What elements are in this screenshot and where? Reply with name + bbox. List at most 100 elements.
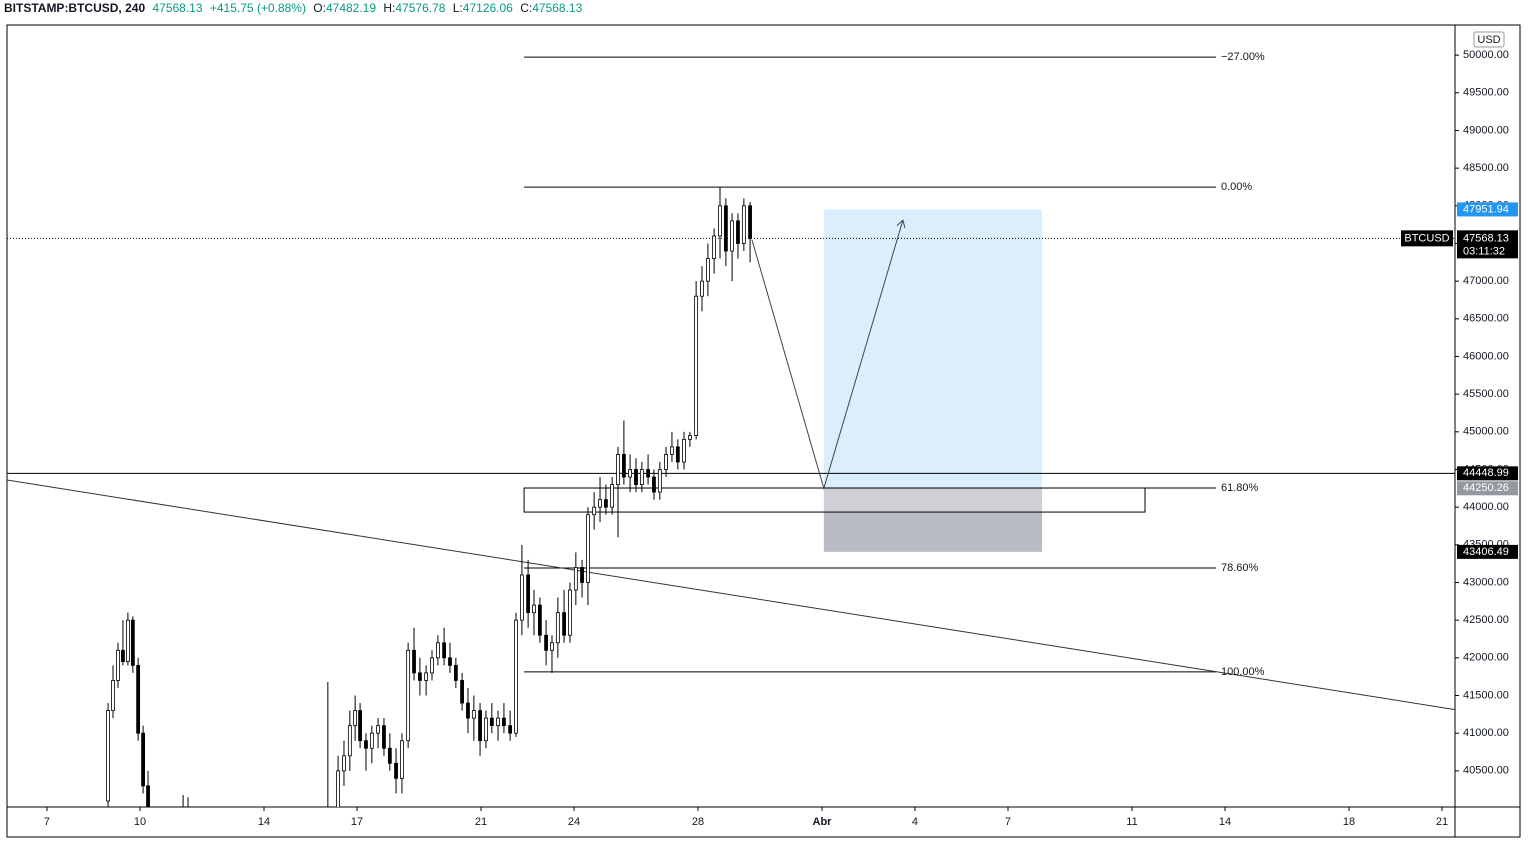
candle-body	[358, 710, 362, 742]
y-tick-label: 42000.00	[1463, 652, 1509, 664]
candle-body	[537, 604, 542, 636]
y-tick-label: 50000.00	[1463, 49, 1509, 61]
x-tick-label: 10	[134, 816, 146, 828]
candle-body	[520, 574, 524, 621]
y-tick-label: 44000.00	[1463, 501, 1509, 513]
x-tick-label: 14	[1219, 816, 1231, 828]
candle-body	[418, 672, 422, 681]
x-tick-label: 28	[692, 816, 704, 828]
candle-body	[718, 205, 722, 237]
zone	[523, 487, 1146, 513]
candle-body	[430, 657, 434, 674]
candle-body	[604, 499, 608, 508]
candle-body	[652, 476, 656, 493]
fib-label: 78.60%	[1221, 562, 1259, 574]
price-badge-label: 47951.94	[1463, 203, 1509, 215]
symbol: BITSTAMP:BTCUSD, 240	[4, 1, 145, 15]
y-tick-label: 45000.00	[1463, 426, 1509, 438]
candle-body	[688, 435, 692, 440]
candle-body	[326, 809, 329, 817]
candle-body	[694, 295, 699, 436]
candle-body	[592, 506, 597, 516]
ohlc-label: H:	[383, 1, 395, 15]
ohlc-value: 47568.13	[532, 1, 582, 15]
x-tick-label: 4	[912, 816, 918, 828]
price-badge-label: 47568.13	[1463, 232, 1509, 244]
ohlc-label: O:	[313, 1, 326, 15]
candle-body	[580, 567, 584, 583]
candle-body	[682, 438, 686, 463]
candle-body	[478, 710, 482, 742]
stop-zone	[823, 488, 1043, 552]
target-zone	[823, 209, 1043, 489]
x-tick-label: 7	[1005, 816, 1011, 828]
candle-body	[502, 717, 506, 727]
plot	[7, 56, 1455, 824]
price-badge	[1457, 466, 1518, 481]
price-badge	[1457, 230, 1518, 259]
x-tick-label: 14	[258, 816, 270, 828]
candle-body	[369, 732, 374, 749]
candle-body	[471, 710, 476, 719]
candle-body	[466, 702, 470, 719]
candle-body	[664, 454, 668, 470]
y-tick-label: 48500.00	[1463, 162, 1509, 174]
x-tick-label: 18	[1343, 816, 1355, 828]
x-tick-label: 11	[1126, 816, 1137, 828]
candle-body	[400, 740, 404, 779]
y-tick-label: 49500.00	[1463, 87, 1509, 99]
trend-line	[7, 479, 1455, 711]
y-tick-label: 40500.00	[1463, 765, 1509, 777]
candle-body	[723, 205, 728, 252]
candle-body	[675, 446, 680, 463]
candle-body	[550, 642, 554, 651]
frame	[6, 24, 1521, 838]
candle-body	[526, 574, 531, 614]
candle-body	[700, 280, 704, 297]
candle-body	[712, 235, 717, 259]
price-badge	[1457, 544, 1518, 559]
candle-body	[496, 717, 500, 727]
ohlc-label: L:	[453, 1, 463, 15]
candle-body	[532, 604, 536, 614]
candle-body	[586, 514, 590, 583]
candle-body	[376, 725, 380, 734]
candle-body	[394, 762, 398, 779]
y-tick-label: 45500.00	[1463, 388, 1509, 400]
candle-body	[646, 469, 650, 478]
candle-body	[106, 710, 110, 802]
y-tick-label: 41500.00	[1463, 689, 1509, 701]
candle-body	[621, 454, 626, 478]
price-badge	[1457, 202, 1518, 217]
candle-body	[748, 205, 752, 239]
candle-body	[347, 725, 352, 757]
fib-label: 0.00%	[1221, 181, 1252, 193]
candle-body	[412, 649, 416, 674]
candle-body	[130, 619, 135, 666]
price-badge-label: 44448.99	[1463, 467, 1509, 479]
candle-body	[435, 642, 440, 659]
x-tick-label: 7	[44, 816, 50, 828]
symbol-badge-label: BTCUSD	[1404, 232, 1449, 244]
candle-body	[353, 710, 358, 727]
fib-label: −27.00%	[1221, 51, 1265, 63]
arrow-head	[896, 219, 906, 228]
candle-body	[182, 816, 185, 824]
price-badge	[1457, 481, 1518, 496]
ohlc-value: 47576.78	[395, 1, 445, 15]
candle-body	[610, 484, 615, 508]
candle-body	[634, 469, 638, 485]
candle-body	[489, 717, 494, 727]
candle-body	[342, 755, 346, 772]
last: 47568.13	[152, 1, 202, 15]
candle-body	[382, 725, 386, 749]
symbol-badge	[1401, 230, 1453, 247]
x-tick-label: Abr	[813, 816, 833, 828]
candle-body	[741, 205, 746, 244]
candle-body	[448, 657, 452, 666]
y-tick-label: 46000.00	[1463, 350, 1509, 362]
candle-body	[657, 469, 662, 493]
candle-body	[387, 747, 392, 764]
candle-body	[514, 619, 518, 734]
x-tick-label: 17	[351, 816, 363, 828]
